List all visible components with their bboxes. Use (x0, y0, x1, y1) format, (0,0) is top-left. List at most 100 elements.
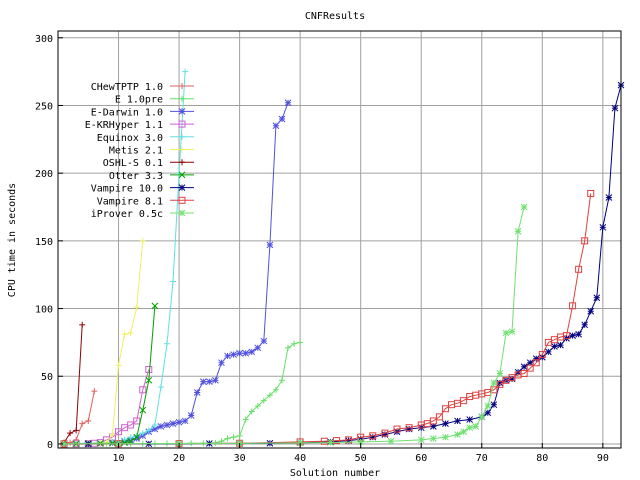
data-point (490, 401, 498, 409)
y-tick-label: 250 (35, 101, 53, 112)
data-point (145, 376, 153, 384)
data-point (133, 433, 141, 441)
data-point (557, 341, 564, 349)
x-tick-label: 20 (173, 453, 185, 464)
data-point (73, 427, 80, 434)
y-tick-label: 50 (41, 372, 53, 383)
data-point (67, 439, 74, 446)
data-point (170, 278, 177, 285)
y-tick-label: 0 (47, 440, 53, 451)
data-point (417, 436, 425, 444)
legend-label: OSHL-S 0.1 (103, 158, 163, 169)
data-point (605, 194, 613, 201)
data-point (508, 328, 516, 335)
data-point (224, 352, 231, 360)
x-tick-label: 60 (415, 453, 427, 464)
legend-label: E-KRHyper 1.1 (85, 120, 163, 131)
legend-label: Otter 3.3 (109, 171, 163, 182)
data-point (109, 431, 116, 438)
data-point (345, 436, 353, 444)
data-point (115, 362, 122, 369)
data-point (460, 428, 467, 436)
y-tick-label: 100 (35, 305, 53, 316)
legend-label: Vampire 8.1 (97, 196, 163, 207)
y-axis-label: CPU time in seconds (7, 183, 18, 297)
data-point (175, 418, 183, 426)
data-point (454, 431, 461, 438)
data-point (218, 359, 225, 367)
y-tick-label: 150 (35, 237, 53, 248)
data-point (545, 348, 552, 356)
x-axis-label: Solution number (290, 468, 380, 479)
legend-label: CHewTPTP 1.0 (91, 82, 163, 93)
series (60, 189, 595, 448)
data-point (387, 437, 395, 445)
data-point (472, 422, 480, 430)
data-point (599, 223, 607, 231)
data-point (79, 321, 86, 328)
data-point (435, 413, 443, 421)
data-point (278, 377, 285, 384)
chart-title: CNFResults (305, 11, 365, 22)
data-point (133, 417, 141, 425)
data-point (179, 159, 185, 166)
data-point (199, 378, 207, 386)
data-point (127, 421, 135, 429)
data-point (526, 364, 534, 372)
data-point (563, 332, 571, 340)
y-tick-label: 200 (35, 169, 53, 180)
data-point (103, 439, 110, 446)
data-point (266, 241, 274, 249)
data-point (587, 307, 595, 315)
data-point (581, 321, 589, 329)
data-point (278, 115, 286, 123)
series (60, 203, 528, 448)
data-point (182, 68, 189, 75)
data-point (532, 359, 540, 367)
data-point (163, 421, 171, 429)
data-point (242, 349, 250, 357)
data-point (272, 122, 280, 130)
data-point (538, 351, 546, 359)
data-point (575, 330, 582, 338)
data-point (179, 146, 185, 153)
legend-label: iProver 0.5c (91, 209, 163, 220)
data-point (478, 413, 486, 421)
data-point (121, 439, 128, 446)
data-point (369, 432, 377, 440)
data-point (151, 302, 159, 310)
data-point (230, 434, 237, 441)
data-point (157, 384, 164, 391)
data-point (520, 363, 528, 371)
x-tick-label: 50 (355, 453, 367, 464)
data-point (145, 365, 153, 373)
data-point (248, 348, 256, 356)
data-point (139, 406, 147, 414)
data-point (169, 420, 177, 427)
data-point (187, 412, 195, 419)
data-point (127, 434, 134, 441)
data-point (67, 430, 74, 437)
x-tick-label: 40 (294, 453, 306, 464)
data-point (454, 417, 461, 425)
data-point (587, 189, 595, 197)
data-point (496, 370, 504, 377)
data-point (260, 337, 268, 345)
data-point (442, 420, 449, 427)
data-point (569, 302, 577, 310)
data-point (248, 408, 255, 415)
data-point (381, 429, 389, 437)
legend-label: Equinox 3.0 (97, 133, 163, 144)
data-point (193, 389, 201, 396)
data-point (484, 409, 492, 417)
data-point (327, 439, 334, 446)
data-point (514, 228, 522, 235)
data-point (520, 370, 528, 378)
data-point (466, 424, 474, 432)
series-group (60, 68, 625, 448)
data-point (429, 417, 437, 425)
data-point (179, 133, 185, 140)
data-point (593, 294, 601, 302)
data-point (242, 416, 249, 423)
